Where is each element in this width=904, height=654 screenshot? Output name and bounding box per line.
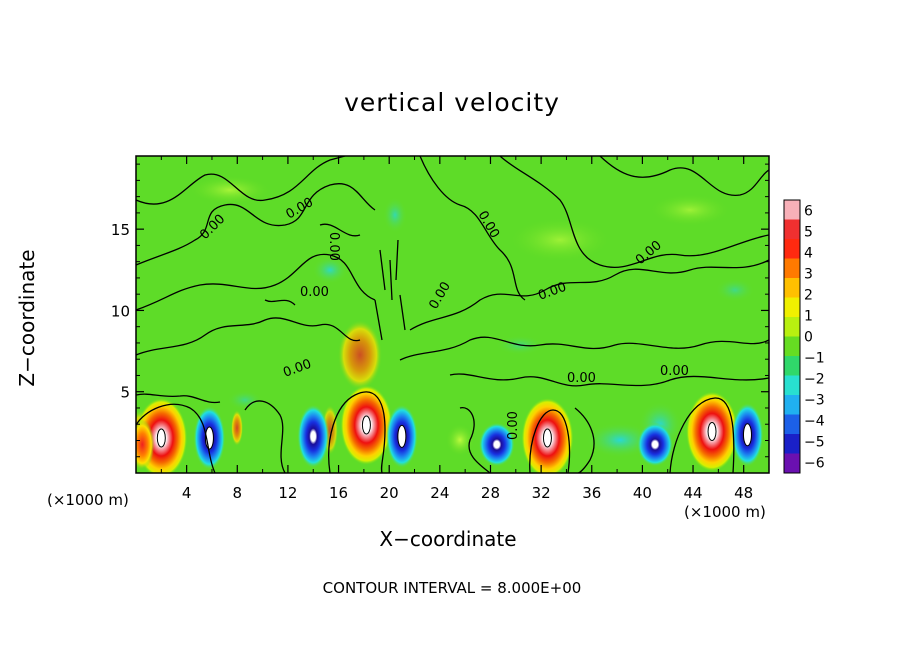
- x-tick-label: 48: [734, 484, 753, 502]
- contour-label: 0.00: [326, 232, 341, 261]
- x-unit-label-right: (×1000 m): [684, 503, 766, 521]
- contour-label: 0.00: [300, 285, 329, 300]
- x-axis-label: X−coordinate: [379, 527, 517, 551]
- colorbar-band: [784, 278, 800, 298]
- contour-label: 0.00: [567, 371, 596, 386]
- colorbar-band: [784, 219, 800, 240]
- x-tick-label: 32: [532, 484, 551, 502]
- colorbar-tick-label: 3: [804, 267, 813, 283]
- x-tick-label: 16: [329, 484, 348, 502]
- y-tick-label: 5: [120, 384, 130, 402]
- updraft-core-0: [156, 428, 166, 448]
- colorbar-band: [784, 258, 800, 279]
- x-tick-label: 24: [430, 484, 449, 502]
- colorbar-tick-label: 6: [804, 204, 813, 220]
- x-tick-label: 44: [683, 484, 702, 502]
- plot-frame: [135, 155, 770, 474]
- colorbar-tick-label: −2: [804, 372, 825, 388]
- downdraft-cell-4: [637, 422, 674, 467]
- downdraft-cell-1: [297, 404, 330, 469]
- colorbar-frame: [783, 199, 801, 474]
- colorbar-tick-label: −3: [804, 393, 825, 409]
- contour-label: 0.00: [660, 364, 689, 379]
- velocity-cells: [136, 384, 764, 473]
- colorbar-band: [784, 375, 800, 396]
- downdraft-cell-3: [478, 422, 515, 467]
- colorbar-band: [784, 239, 800, 259]
- updraft-cell-4: [136, 419, 155, 470]
- colorbar-band: [784, 317, 800, 337]
- colorbar-tick-label: 1: [804, 309, 813, 325]
- x-tick-label: 20: [380, 484, 399, 502]
- heatmap-field: [136, 156, 769, 473]
- colorbar: 6 5 4 3 2 1 0 −1 −2 −3 −4 −5 −6: [783, 199, 825, 474]
- colorbar-tick-label: −1: [804, 351, 825, 367]
- colorbar-tick-label: 5: [804, 225, 813, 241]
- downdraft-core-2: [397, 424, 407, 448]
- colorbar-band: [784, 356, 800, 376]
- zero-contours: [136, 156, 769, 473]
- colorbar-band: [784, 336, 800, 357]
- colorbar-band: [784, 453, 800, 474]
- updraft-core-1: [361, 415, 371, 435]
- colorbar-tick-label: 4: [804, 246, 813, 262]
- colorbar-tick-label: 0: [804, 330, 813, 346]
- colorbar-band: [784, 414, 800, 435]
- y-axis-label: Z−coordinate: [15, 249, 39, 387]
- contour-label: 0.00: [506, 411, 521, 440]
- y-axis: 5 10 15: [111, 163, 769, 458]
- x-unit-label-left: (×1000 m): [47, 491, 129, 509]
- colorbar-tick-label: −4: [804, 414, 825, 430]
- colorbar-tick-label: −6: [804, 456, 825, 472]
- downdraft-core-5: [742, 423, 752, 447]
- contour-interval-note: CONTOUR INTERVAL = 8.000E+00: [322, 579, 582, 597]
- x-tick-label: 12: [278, 484, 297, 502]
- x-tick-label: 40: [633, 484, 652, 502]
- x-tick-label: 4: [182, 484, 192, 502]
- x-tick-label: 36: [582, 484, 601, 502]
- colorbar-band: [784, 297, 800, 318]
- colorbar-band: [784, 395, 800, 415]
- chart-title: vertical velocity: [344, 88, 560, 117]
- updraft-core-2: [542, 428, 552, 448]
- x-tick-label: 8: [233, 484, 243, 502]
- y-tick-label: 15: [111, 221, 130, 239]
- colorbar-band: [784, 200, 800, 220]
- colorbar-tick-label: 2: [804, 288, 813, 304]
- y-tick-label: 10: [111, 302, 130, 320]
- x-tick-label: 28: [481, 484, 500, 502]
- colorbar-tick-label: −5: [804, 435, 825, 451]
- colorbar-band: [784, 434, 800, 454]
- x-axis: 4 8 12 16 20 24 28 32 36 40 44 48: [160, 156, 753, 502]
- updraft-core-3: [707, 421, 717, 441]
